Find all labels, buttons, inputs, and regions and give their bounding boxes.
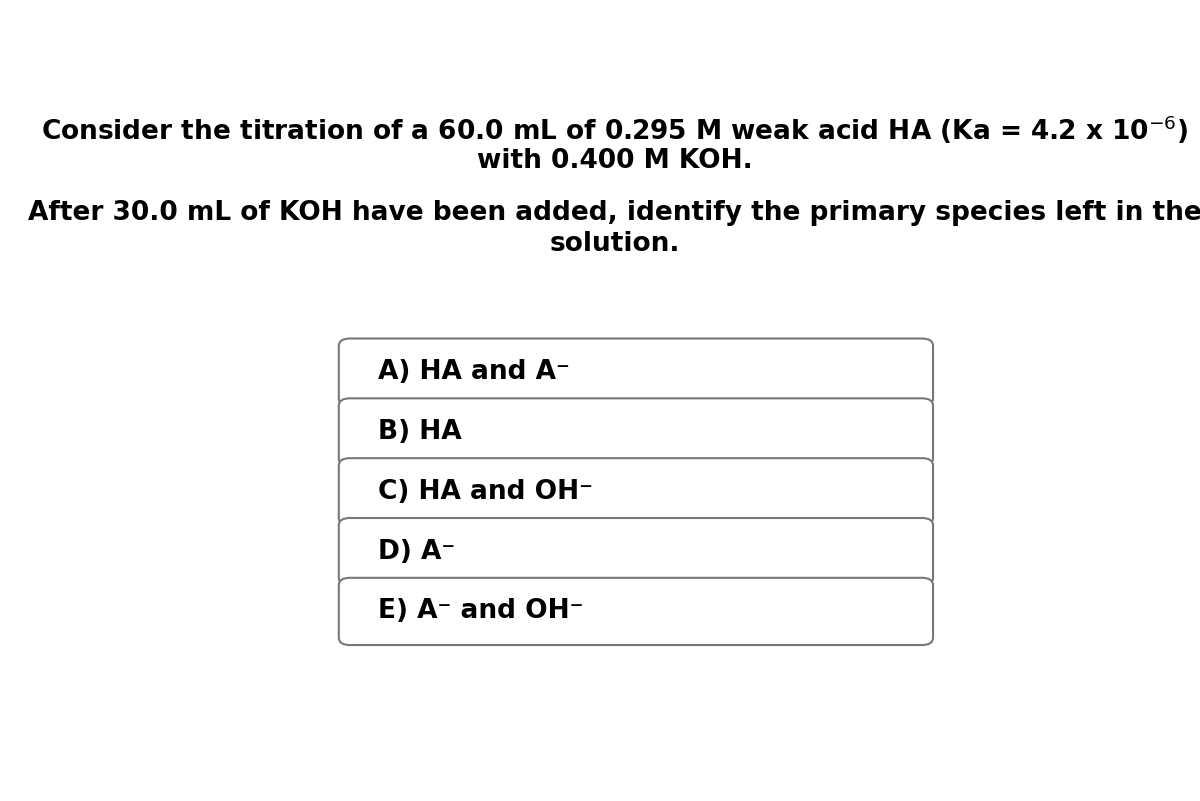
Text: After 30.0 mL of KOH have been added, identify the primary species left in the: After 30.0 mL of KOH have been added, id… (28, 200, 1200, 227)
FancyBboxPatch shape (338, 458, 934, 525)
FancyBboxPatch shape (338, 518, 934, 586)
Text: B) HA: B) HA (378, 419, 462, 445)
FancyBboxPatch shape (338, 578, 934, 645)
FancyBboxPatch shape (338, 398, 934, 465)
Text: with 0.400 M KOH.: with 0.400 M KOH. (478, 148, 752, 174)
Text: A) HA and A⁻: A) HA and A⁻ (378, 359, 570, 385)
Text: Consider the titration of a 60.0 mL of 0.295 M weak acid HA (Ka = 4.2 x 10$^{-6}: Consider the titration of a 60.0 mL of 0… (42, 114, 1188, 147)
Text: E) A⁻ and OH⁻: E) A⁻ and OH⁻ (378, 598, 583, 625)
Text: solution.: solution. (550, 231, 680, 257)
FancyBboxPatch shape (338, 339, 934, 406)
Text: D) A⁻: D) A⁻ (378, 538, 455, 565)
Text: C) HA and OH⁻: C) HA and OH⁻ (378, 479, 593, 505)
